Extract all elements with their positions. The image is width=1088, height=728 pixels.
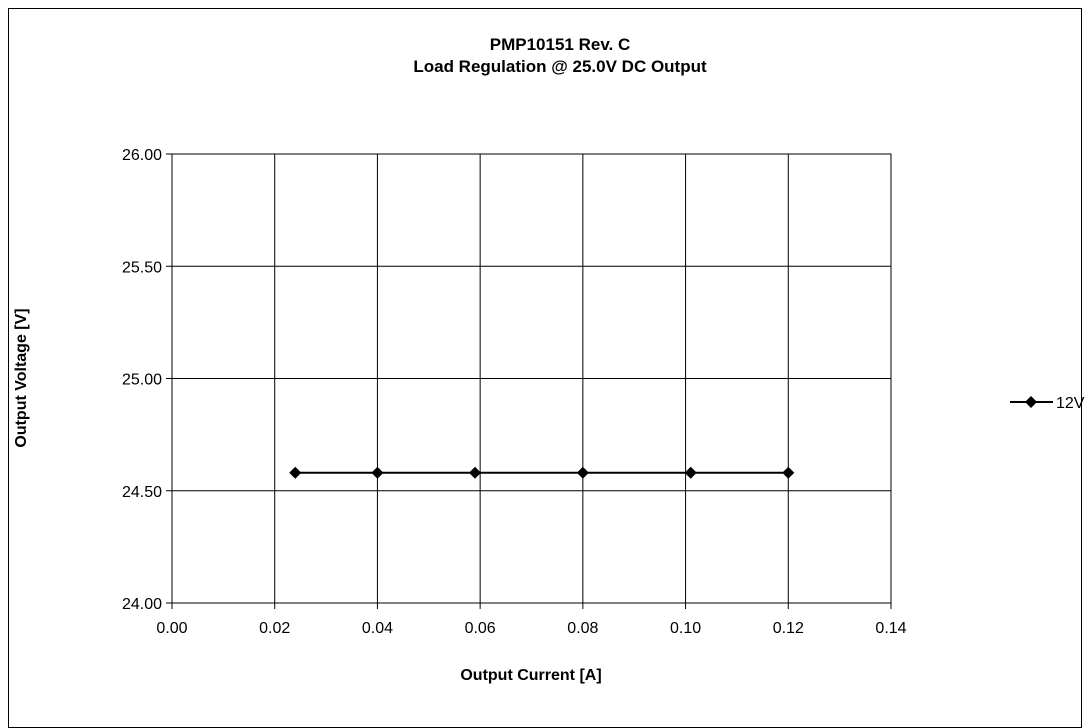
grid (172, 154, 891, 603)
y-axis-label: Output Voltage [V] (13, 308, 30, 447)
data-point-marker (782, 466, 795, 479)
data-point-marker (469, 466, 482, 479)
legend: 12V DC (1010, 395, 1088, 412)
data-point-marker (289, 466, 302, 479)
tick-labels: 0.00 0.02 0.04 0.06 0.08 0.10 0.12 0.14 24.00 24.… (122, 147, 907, 637)
x-tick-label: 0.12 (773, 620, 804, 637)
x-tick-label: 0.04 (362, 620, 393, 637)
axes (166, 153, 892, 609)
y-tick-label: 24.00 (122, 596, 162, 613)
legend-label: 12V DC (1056, 395, 1088, 412)
y-tick-label: 25.50 (122, 259, 162, 276)
chart-subtitle: Load Regulation @ 25.0V DC Output (413, 57, 707, 76)
data-point-marker (576, 466, 589, 479)
y-tick-label: 26.00 (122, 147, 162, 164)
x-tick-label: 0.02 (259, 620, 290, 637)
x-axis-label: Output Current [A] (460, 667, 601, 684)
legend-marker (1025, 396, 1037, 408)
data-point-marker (684, 466, 697, 479)
y-tick-label: 25.00 (122, 372, 162, 389)
series (289, 466, 795, 479)
x-tick-label: 0.00 (156, 620, 187, 637)
x-tick-label: 0.06 (465, 620, 496, 637)
x-tick-label: 0.10 (670, 620, 701, 637)
chart-frame (8, 8, 1082, 728)
data-point-marker (371, 466, 384, 479)
x-tick-label: 0.08 (567, 620, 598, 637)
chart-title: PMP10151 Rev. C (490, 35, 630, 54)
y-tick-label: 24.50 (122, 484, 162, 501)
x-tick-label: 0.14 (875, 620, 906, 637)
